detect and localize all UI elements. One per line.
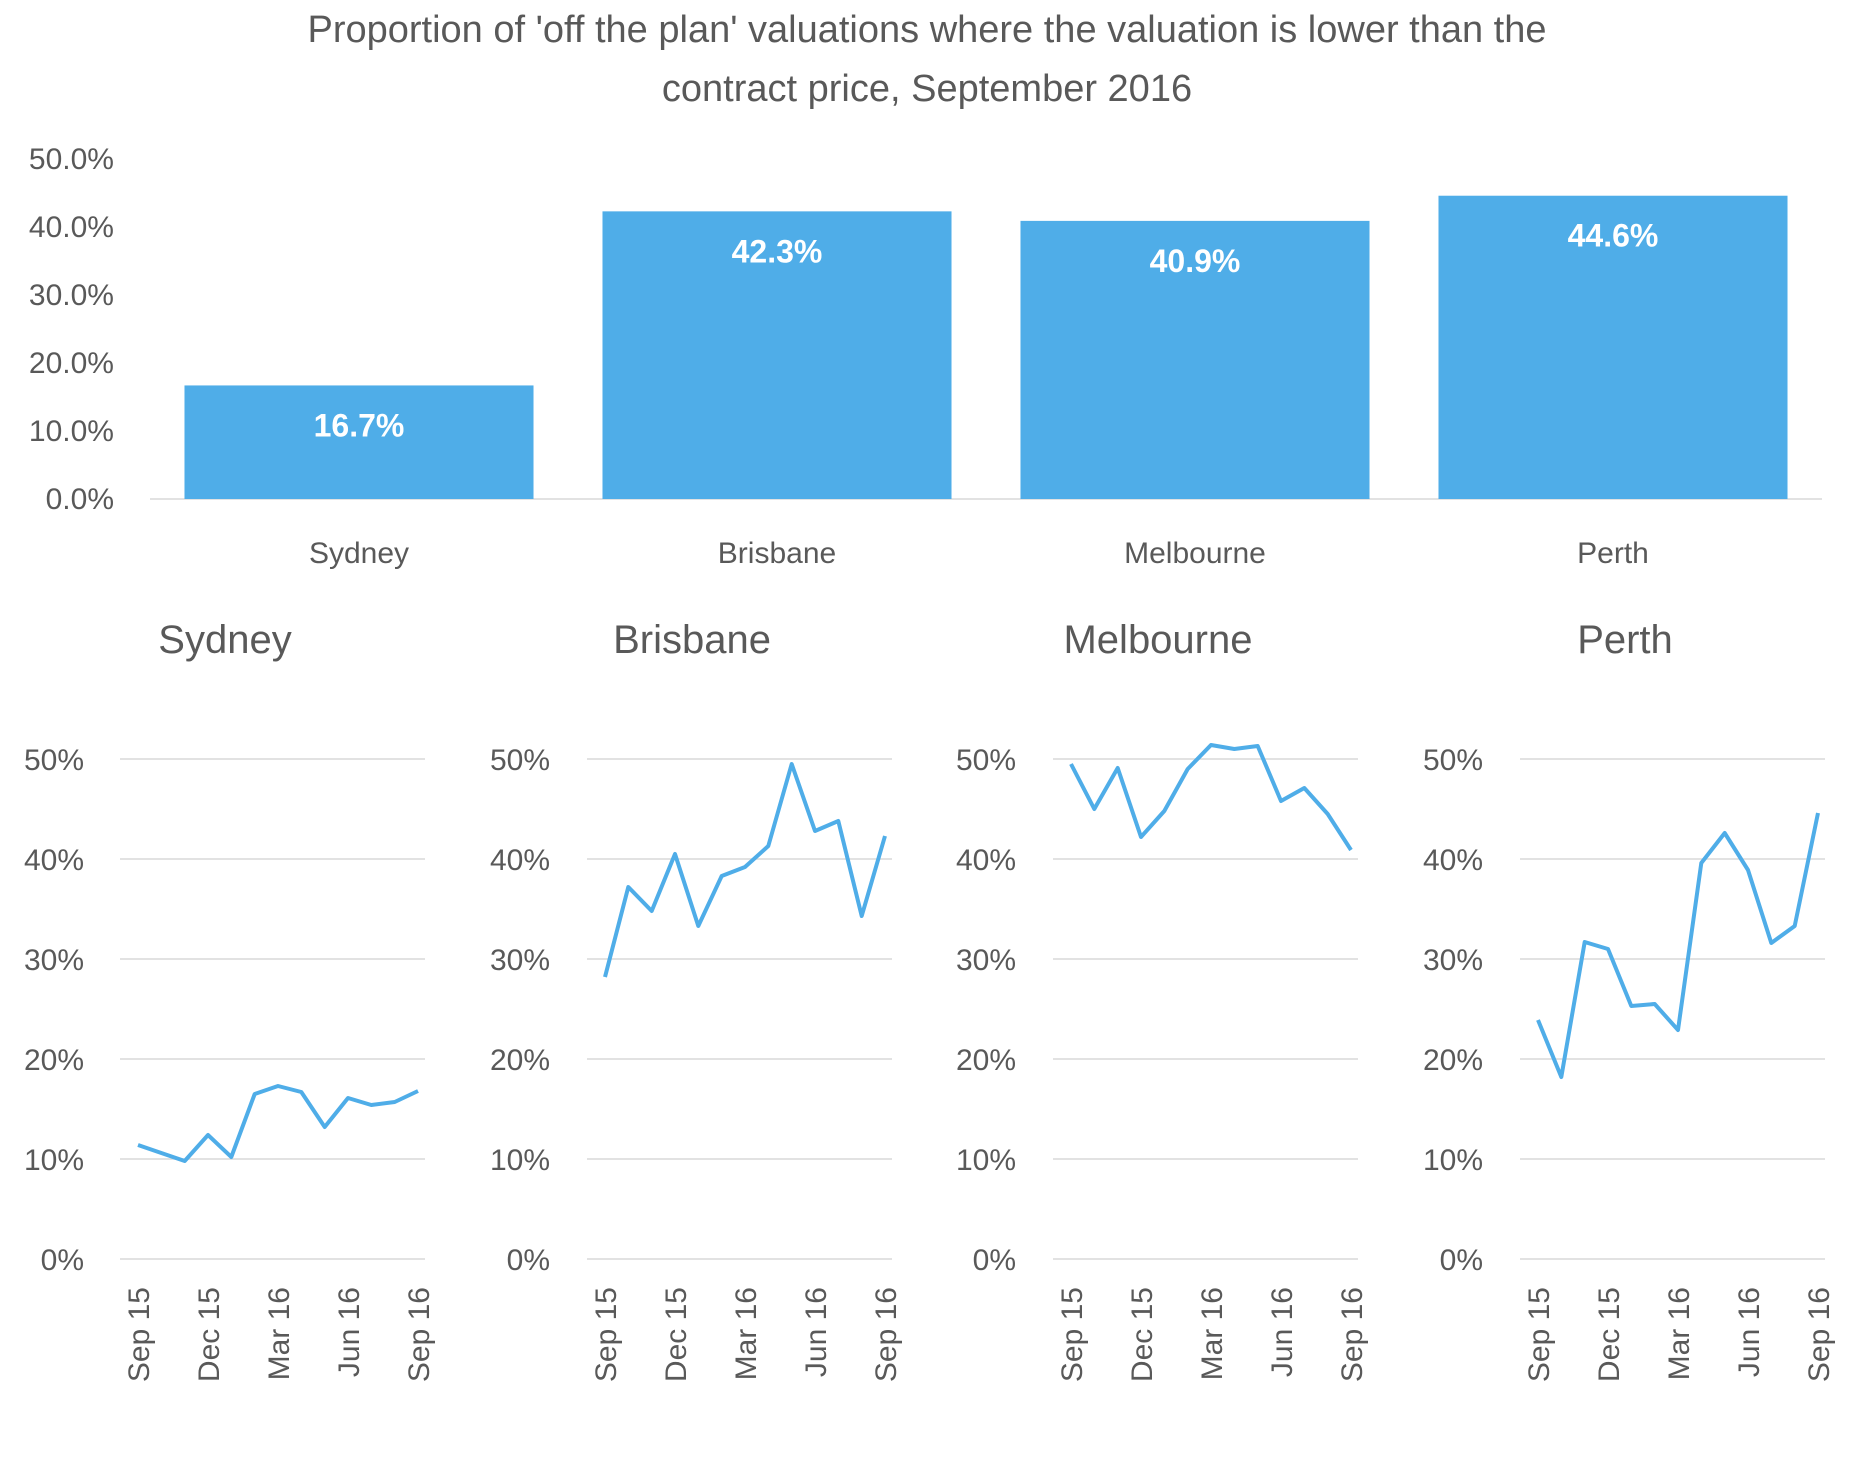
sydney-y-tick-label: 30%: [24, 944, 84, 977]
brisbane-y-tick-label: 40%: [490, 844, 550, 877]
perth-y-tick-label: 10%: [1423, 1144, 1483, 1177]
brisbane-series-line: [603, 762, 887, 978]
sydney-x-tick-label: Jun 16: [333, 1287, 366, 1377]
perth-x-tick-label: Mar 16: [1663, 1287, 1696, 1380]
chart-title-line-2: contract price, September 2016: [662, 68, 1192, 110]
perth-x-tick-label: Dec 15: [1593, 1287, 1626, 1382]
bar-sydney: [184, 385, 534, 499]
line-panel-melbourne: Melbourne 0% 10% 20% 30% 40% 50% Sep 15 Dec 15 Ma…: [956, 618, 1369, 1382]
sydney-x-tick-label: Dec 15: [193, 1287, 226, 1382]
perth-series-line: [1536, 812, 1820, 1079]
bar-data-label-perth: 44.6%: [1568, 218, 1659, 254]
sydney-y-tick-label: 50%: [24, 744, 84, 777]
bar-y-tick-label: 40.0%: [29, 211, 114, 244]
brisbane-y-tick-label: 10%: [490, 1144, 550, 1177]
melbourne-y-tick-label: 10%: [956, 1144, 1016, 1177]
perth-panel-title: Perth: [1577, 618, 1673, 662]
bar-y-tick-label: 20.0%: [29, 347, 114, 380]
melbourne-y-tick-label: 50%: [956, 744, 1016, 777]
brisbane-y-tick-label: 20%: [490, 1044, 550, 1077]
melbourne-x-tick-label: Dec 15: [1126, 1287, 1159, 1382]
melbourne-x-tick-label: Mar 16: [1196, 1287, 1229, 1380]
brisbane-panel-title: Brisbane: [613, 618, 771, 662]
bar-y-tick-label: 50.0%: [29, 143, 114, 176]
brisbane-y-tick-label: 30%: [490, 944, 550, 977]
bar-y-tick-label: 30.0%: [29, 279, 114, 312]
sydney-y-tick-label: 20%: [24, 1044, 84, 1077]
bar-data-label-sydney: 16.7%: [314, 407, 405, 443]
line-panel-perth: Perth 0% 10% 20% 30% 40% 50% Sep 15 Dec 15 Mar 16…: [1423, 618, 1836, 1382]
bar-brisbane: [602, 211, 952, 500]
perth-x-tick-label: Jun 16: [1733, 1287, 1766, 1377]
bar-category-label-sydney: Sydney: [309, 537, 409, 570]
bar-data-label-melbourne: 40.9%: [1150, 243, 1241, 279]
melbourne-y-tick-label: 20%: [956, 1044, 1016, 1077]
melbourne-y-tick-label: 40%: [956, 844, 1016, 877]
bar-melbourne: [1020, 220, 1370, 499]
melbourne-y-tick-label: 0%: [973, 1244, 1016, 1277]
brisbane-x-tick-label: Jun 16: [800, 1287, 833, 1377]
bar-category-label-perth: Perth: [1577, 537, 1649, 570]
chart-title-line-1: Proportion of 'off the plan' valuations …: [307, 9, 1546, 51]
sydney-series-line: [137, 1084, 419, 1163]
bar-y-tick-label: 10.0%: [29, 415, 114, 448]
perth-y-tick-label: 0%: [1440, 1244, 1483, 1277]
sydney-y-tick-label: 40%: [24, 844, 84, 877]
bar-chart: 0.0% 10.0% 20.0% 30.0% 40.0% 50.0% 16.7% Sydney…: [29, 143, 1822, 570]
sydney-y-tick-label: 0%: [41, 1244, 84, 1277]
line-panel-sydney: Sydney 0% 10% 20% 30% 40% 50% Sep 15 Dec 15 Mar 1…: [24, 618, 436, 1382]
sydney-y-tick-label: 10%: [24, 1144, 84, 1177]
perth-x-tick-label: Sep 15: [1523, 1287, 1556, 1382]
perth-y-tick-label: 40%: [1423, 844, 1483, 877]
brisbane-x-tick-label: Sep 16: [870, 1287, 903, 1382]
line-panel-brisbane: Brisbane 0% 10% 20% 30% 40% 50% Sep 15 Dec 15 Mar…: [490, 618, 903, 1382]
brisbane-y-tick-label: 0%: [507, 1244, 550, 1277]
sydney-x-tick-label: Sep 16: [403, 1287, 436, 1382]
sydney-panel-title: Sydney: [158, 618, 291, 662]
melbourne-x-tick-label: Jun 16: [1266, 1287, 1299, 1377]
melbourne-series-line: [1069, 743, 1353, 852]
bar-perth: [1438, 195, 1788, 499]
perth-x-tick-label: Sep 16: [1803, 1287, 1836, 1382]
perth-y-tick-label: 50%: [1423, 744, 1483, 777]
sydney-x-tick-label: Sep 15: [123, 1287, 156, 1382]
melbourne-x-tick-label: Sep 16: [1336, 1287, 1369, 1382]
brisbane-x-tick-label: Dec 15: [660, 1287, 693, 1382]
melbourne-x-tick-label: Sep 15: [1056, 1287, 1089, 1382]
brisbane-x-tick-label: Mar 16: [730, 1287, 763, 1380]
bar-category-label-melbourne: Melbourne: [1124, 537, 1266, 570]
brisbane-y-tick-label: 50%: [490, 744, 550, 777]
sydney-x-tick-label: Mar 16: [263, 1287, 296, 1380]
melbourne-y-tick-label: 30%: [956, 944, 1016, 977]
perth-y-tick-label: 20%: [1423, 1044, 1483, 1077]
bar-category-label-brisbane: Brisbane: [718, 537, 836, 570]
bar-data-label-brisbane: 42.3%: [732, 233, 823, 269]
perth-y-tick-label: 30%: [1423, 944, 1483, 977]
bar-y-tick-label: 0.0%: [46, 483, 114, 516]
brisbane-x-tick-label: Sep 15: [590, 1287, 623, 1382]
melbourne-panel-title: Melbourne: [1063, 618, 1252, 662]
